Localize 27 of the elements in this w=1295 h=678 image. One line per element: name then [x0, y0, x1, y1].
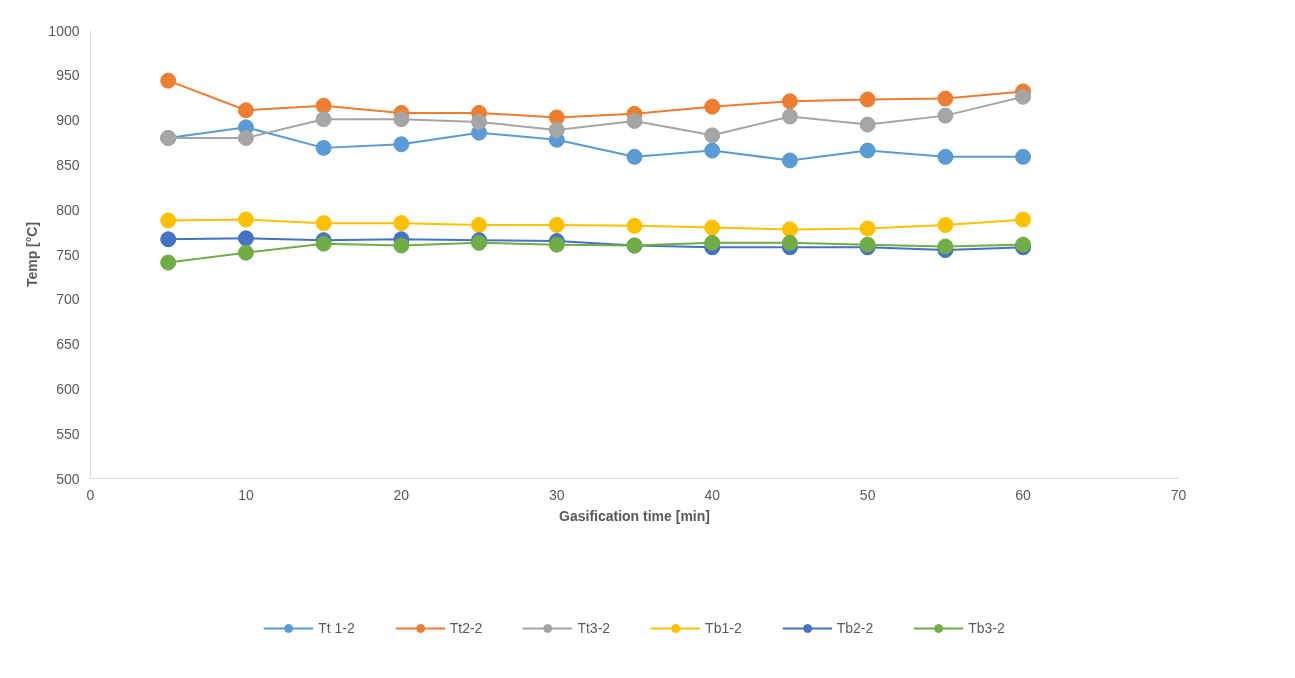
y-tick-label: 600	[56, 380, 80, 397]
legend-label: Tb2-2	[836, 620, 874, 636]
legend-label: Tb1-2	[705, 620, 742, 636]
x-tick-label: 10	[238, 486, 254, 503]
y-tick-label: 500	[56, 470, 80, 487]
x-tick-label: 20	[393, 486, 410, 503]
legend-label: Tb3-2	[968, 620, 1005, 636]
legend-label: Tt 1-2	[318, 620, 355, 636]
y-tick-label: 900	[56, 112, 80, 129]
y-tick-label: 1000	[48, 22, 80, 39]
legend-label: Tt3-2	[577, 620, 611, 636]
y-tick-label: 750	[56, 246, 80, 263]
y-axis-title: Temp [°C]	[24, 221, 41, 288]
x-tick-label: 70	[1170, 486, 1187, 503]
y-tick-label: 650	[56, 336, 80, 353]
y-tick-label: 950	[56, 67, 80, 84]
y-tick-label: 550	[56, 425, 80, 442]
y-tick-label: 800	[56, 201, 80, 218]
x-tick-label: 50	[859, 486, 876, 503]
x-tick-label: 60	[1015, 486, 1032, 503]
y-tick-label: 700	[56, 291, 80, 308]
x-axis-title: Gasification time [min]	[559, 507, 710, 524]
x-tick-label: 0	[86, 486, 95, 503]
x-tick-label: 30	[549, 486, 565, 503]
legend-label: Tt2-2	[449, 620, 483, 636]
x-tick-label: 40	[704, 486, 721, 503]
y-tick-label: 850	[56, 156, 80, 173]
